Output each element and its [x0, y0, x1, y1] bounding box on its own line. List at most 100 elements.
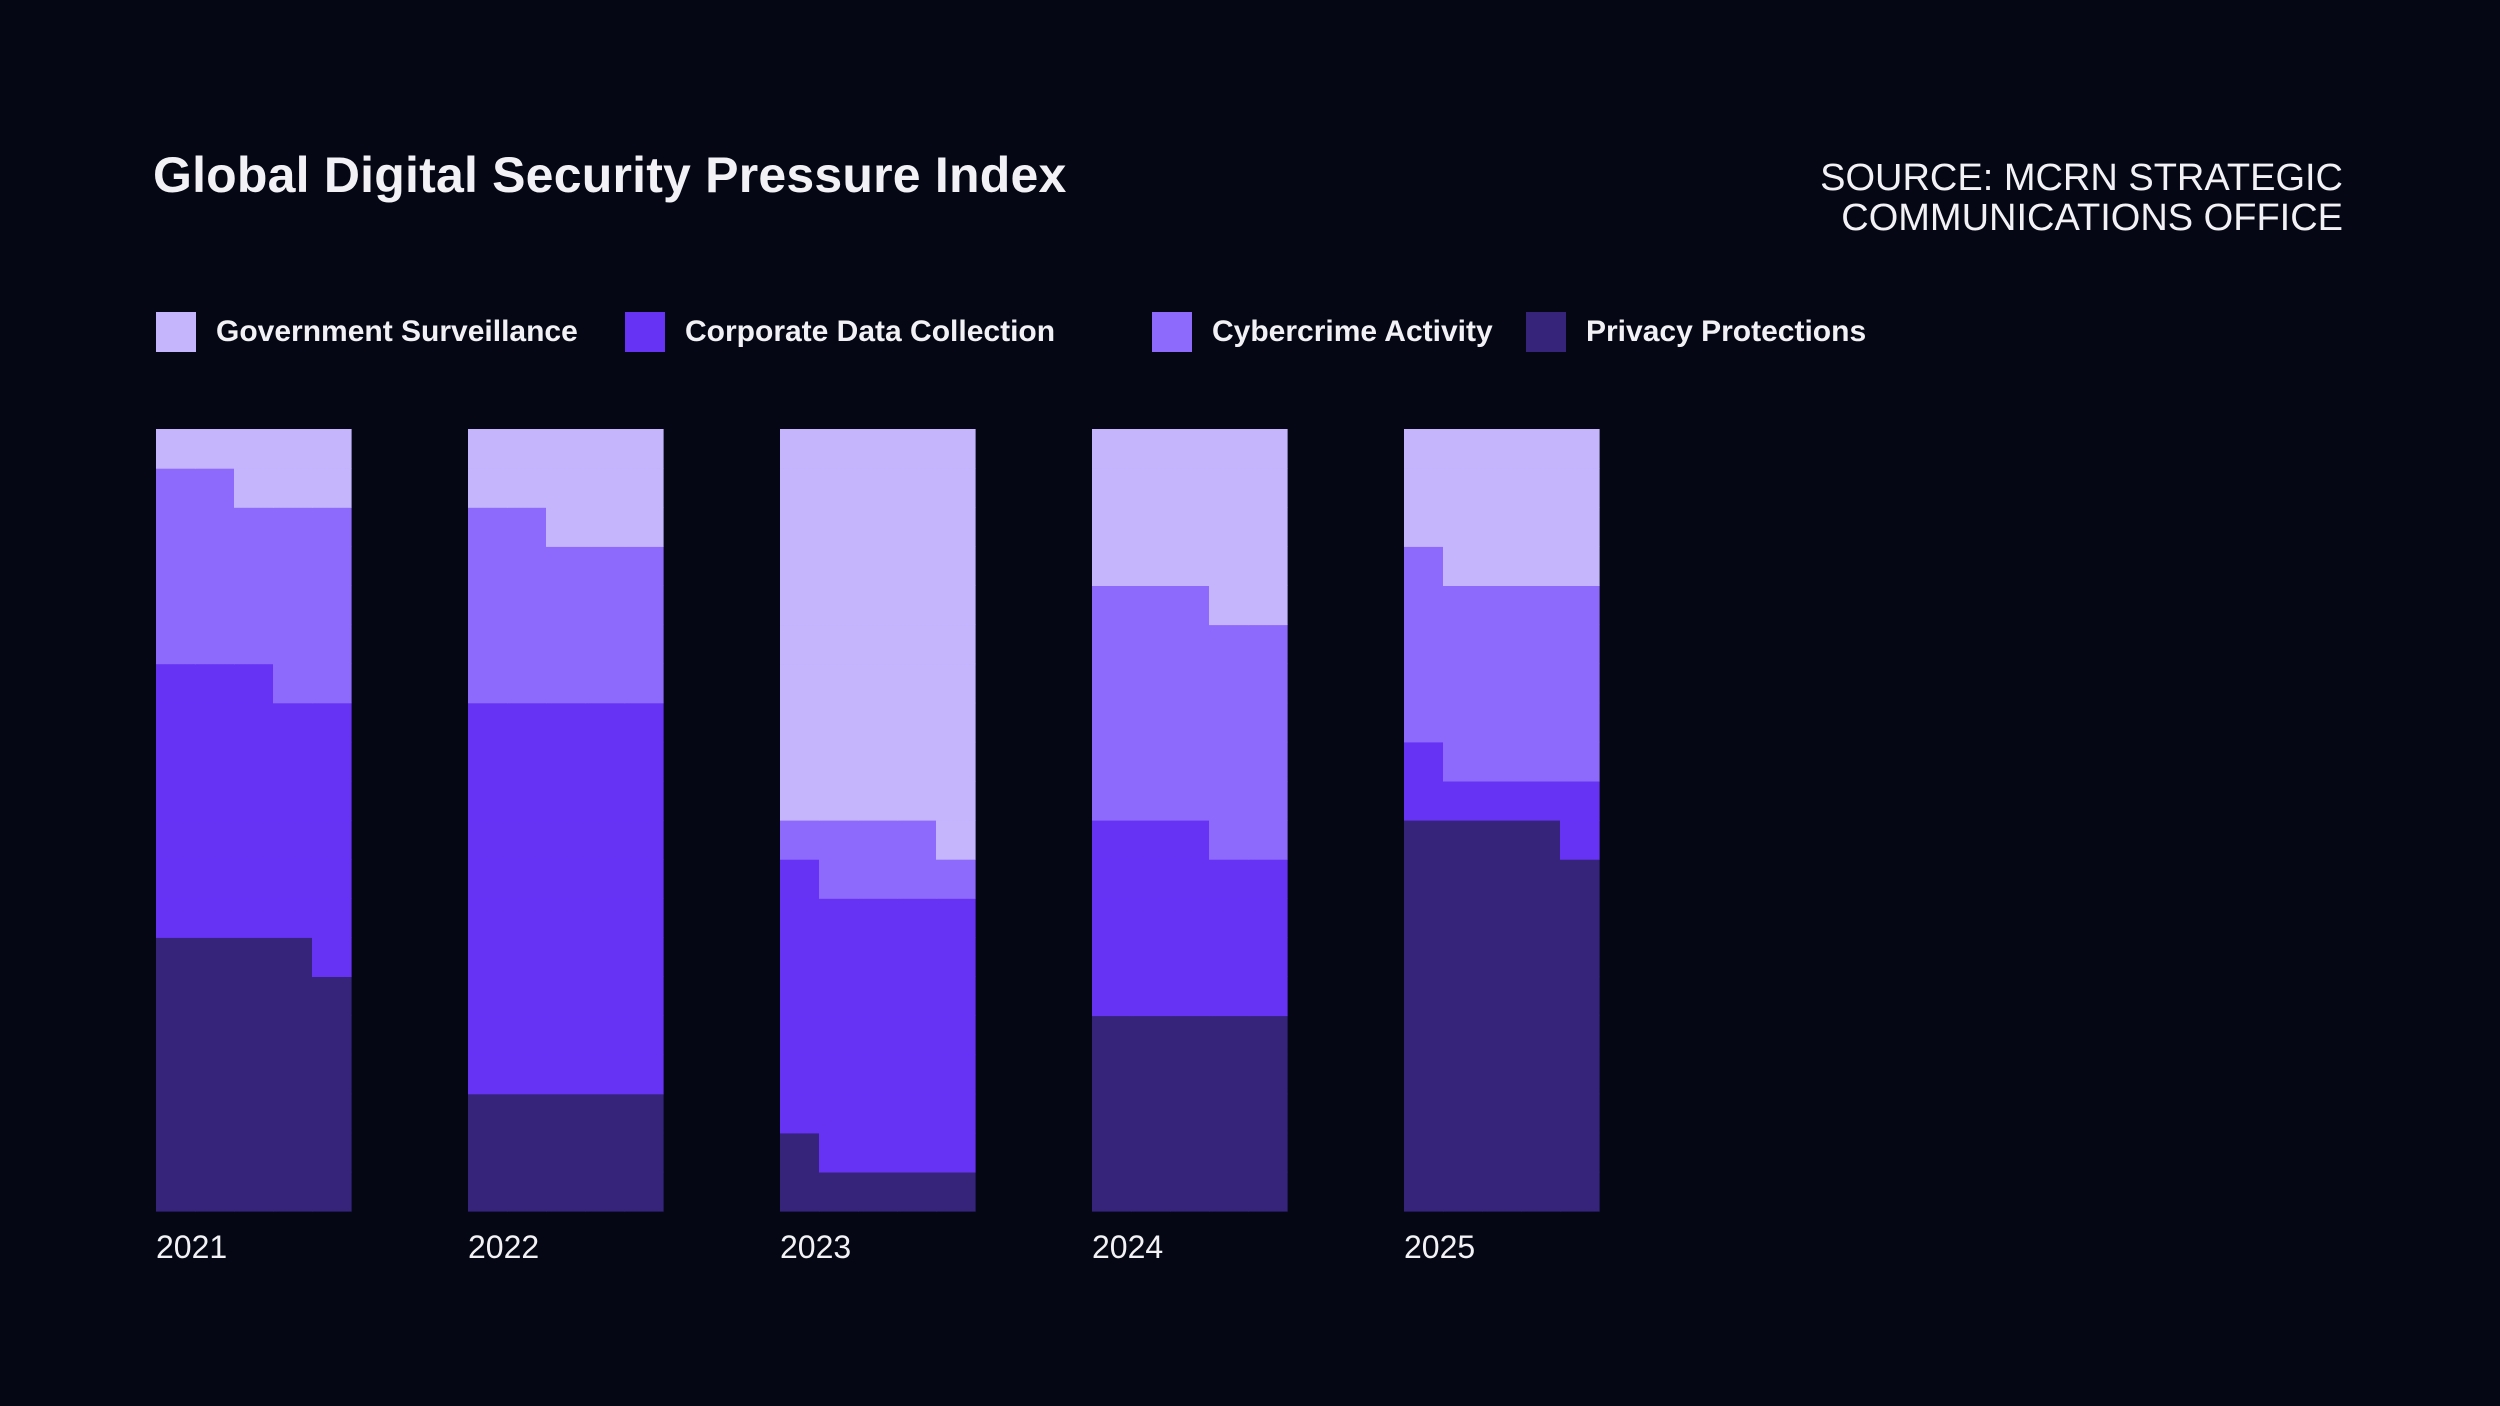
- cell-government-surveillance-2023: [897, 546, 937, 586]
- cell-corporate-data-collection-2024: [1209, 898, 1249, 938]
- cell-corporate-data-collection-2022: [468, 741, 508, 782]
- cell-corporate-data-collection-2024: [1170, 820, 1210, 860]
- cell-government-surveillance-2024: [1170, 468, 1210, 508]
- cell-corporate-data-collection-2022: [585, 859, 625, 899]
- cell-cybercrime-activity-2022: [585, 585, 625, 626]
- cell-cybercrime-activity-2021: [273, 507, 313, 547]
- cell-privacy-protections-2025: [1560, 1093, 1600, 1134]
- cell-corporate-data-collection-2021: [195, 663, 235, 704]
- cell-corporate-data-collection-2021: [156, 820, 196, 860]
- cell-cybercrime-activity-2025: [1560, 663, 1600, 704]
- cell-corporate-data-collection-2021: [195, 898, 235, 938]
- cell-corporate-data-collection-2024: [1131, 820, 1171, 860]
- cell-privacy-protections-2021: [312, 1132, 352, 1173]
- cell-cybercrime-activity-2023: [897, 820, 937, 860]
- x-tick-label-2022: 2022: [468, 1229, 539, 1265]
- cell-government-surveillance-2025: [1560, 429, 1600, 469]
- cell-corporate-data-collection-2025: [1560, 820, 1600, 860]
- cell-government-surveillance-2023: [897, 429, 937, 469]
- cell-corporate-data-collection-2023: [819, 1054, 859, 1095]
- cell-government-surveillance-2021: [195, 429, 235, 469]
- cell-cybercrime-activity-2025: [1404, 663, 1444, 704]
- cell-cybercrime-activity-2025: [1404, 702, 1444, 743]
- cell-cybercrime-activity-2022: [468, 507, 508, 547]
- cell-privacy-protections-2025: [1560, 976, 1600, 1017]
- cell-privacy-protections-2024: [1170, 1093, 1210, 1134]
- cell-cybercrime-activity-2023: [858, 859, 898, 899]
- cell-corporate-data-collection-2022: [468, 1054, 508, 1095]
- cell-cybercrime-activity-2024: [1248, 741, 1288, 782]
- cell-privacy-protections-2025: [1560, 1171, 1600, 1212]
- cell-corporate-data-collection-2023: [819, 976, 859, 1017]
- cell-government-surveillance-2024: [1131, 507, 1171, 547]
- cell-corporate-data-collection-2023: [936, 1054, 976, 1095]
- cell-cybercrime-activity-2024: [1092, 741, 1132, 782]
- cell-privacy-protections-2025: [1404, 1015, 1444, 1056]
- cell-cybercrime-activity-2022: [624, 663, 664, 704]
- cell-cybercrime-activity-2022: [585, 624, 625, 665]
- cell-corporate-data-collection-2021: [312, 780, 352, 821]
- cell-privacy-protections-2021: [195, 1054, 235, 1095]
- cell-privacy-protections-2022: [624, 1093, 664, 1134]
- cell-privacy-protections-2025: [1521, 898, 1561, 938]
- cell-privacy-protections-2024: [1209, 1015, 1249, 1056]
- cell-privacy-protections-2021: [312, 1093, 352, 1134]
- cell-privacy-protections-2021: [156, 1015, 196, 1056]
- cell-government-surveillance-2024: [1131, 468, 1171, 508]
- cell-government-surveillance-2023: [819, 468, 859, 508]
- cell-government-surveillance-2023: [858, 585, 898, 626]
- cell-corporate-data-collection-2022: [585, 1054, 625, 1095]
- cell-government-surveillance-2023: [897, 468, 937, 508]
- cell-government-surveillance-2025: [1560, 546, 1600, 586]
- cell-corporate-data-collection-2023: [819, 1132, 859, 1173]
- cell-government-surveillance-2021: [273, 468, 313, 508]
- cell-government-surveillance-2025: [1482, 507, 1522, 547]
- cell-government-surveillance-2025: [1482, 546, 1522, 586]
- cell-privacy-protections-2025: [1482, 820, 1522, 860]
- cell-corporate-data-collection-2024: [1170, 976, 1210, 1017]
- cell-government-surveillance-2025: [1404, 429, 1444, 469]
- cell-cybercrime-activity-2025: [1521, 663, 1561, 704]
- cell-corporate-data-collection-2025: [1404, 780, 1444, 821]
- cell-corporate-data-collection-2025: [1560, 780, 1600, 821]
- cell-government-surveillance-2023: [780, 507, 820, 547]
- cell-cybercrime-activity-2025: [1521, 624, 1561, 665]
- cell-corporate-data-collection-2023: [780, 1015, 820, 1056]
- cell-cybercrime-activity-2025: [1560, 741, 1600, 782]
- cell-government-surveillance-2025: [1560, 468, 1600, 508]
- cell-privacy-protections-2021: [312, 1015, 352, 1056]
- cell-cybercrime-activity-2025: [1482, 585, 1522, 626]
- cell-privacy-protections-2023: [819, 1171, 859, 1212]
- cell-privacy-protections-2025: [1443, 1132, 1483, 1173]
- cell-privacy-protections-2023: [780, 1171, 820, 1212]
- legend-item-corporate-data-collection: Corporate Data Collection: [625, 312, 1055, 352]
- cell-cybercrime-activity-2025: [1443, 702, 1483, 743]
- cell-privacy-protections-2025: [1404, 1093, 1444, 1134]
- cell-cybercrime-activity-2022: [546, 546, 586, 586]
- cell-cybercrime-activity-2022: [585, 546, 625, 586]
- cell-privacy-protections-2024: [1209, 1054, 1249, 1095]
- cell-corporate-data-collection-2022: [624, 1015, 664, 1056]
- cell-government-surveillance-2023: [897, 507, 937, 547]
- cell-government-surveillance-2024: [1209, 585, 1249, 626]
- cell-privacy-protections-2025: [1443, 1093, 1483, 1134]
- cell-government-surveillance-2023: [858, 468, 898, 508]
- cell-privacy-protections-2024: [1209, 1132, 1249, 1173]
- cell-corporate-data-collection-2022: [468, 859, 508, 899]
- cell-government-surveillance-2021: [273, 429, 313, 469]
- cell-cybercrime-activity-2025: [1521, 741, 1561, 782]
- cell-government-surveillance-2022: [507, 468, 547, 508]
- cell-government-surveillance-2023: [819, 507, 859, 547]
- cell-government-surveillance-2024: [1248, 585, 1288, 626]
- cell-privacy-protections-2025: [1404, 820, 1444, 860]
- legend-label-cybercrime-activity: Cybercrime Activity: [1212, 315, 1493, 348]
- cell-government-surveillance-2025: [1521, 429, 1561, 469]
- cell-cybercrime-activity-2022: [468, 546, 508, 586]
- cell-corporate-data-collection-2023: [858, 937, 898, 977]
- cell-cybercrime-activity-2024: [1131, 585, 1171, 626]
- cell-cybercrime-activity-2024: [1092, 702, 1132, 743]
- cell-privacy-protections-2025: [1404, 937, 1444, 977]
- cell-corporate-data-collection-2022: [468, 820, 508, 860]
- cell-cybercrime-activity-2021: [195, 546, 235, 586]
